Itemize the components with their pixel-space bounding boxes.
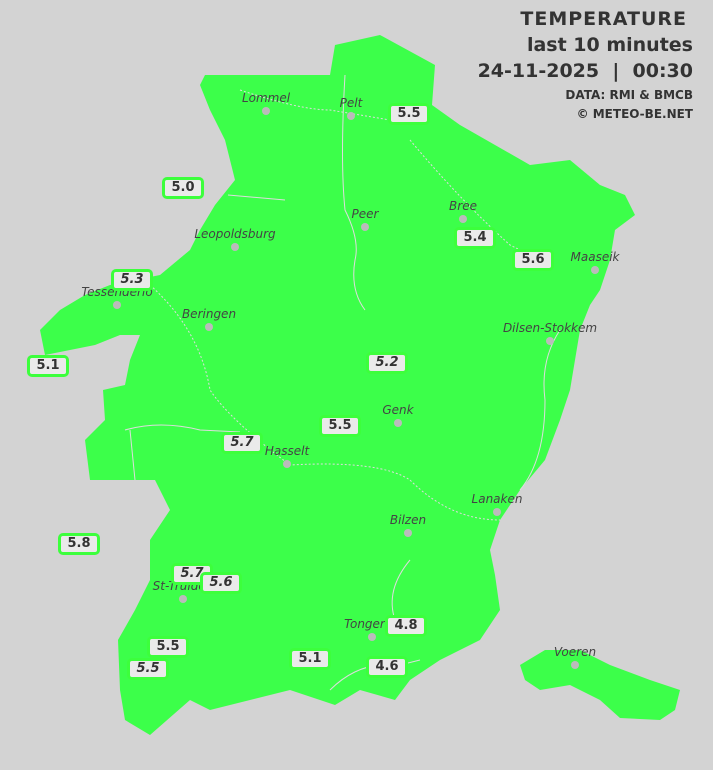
- city-label: Leopoldsburg: [194, 227, 276, 241]
- map-title: TEMPERATURE: [520, 8, 687, 30]
- city-label: Pelt: [339, 96, 363, 110]
- city-dot: [361, 223, 369, 231]
- city-dot: [546, 337, 554, 345]
- data-source: DATA: RMI & BMCB: [565, 88, 693, 102]
- city-dot: [262, 107, 270, 115]
- temperature-station-label[interactable]: 5.6: [200, 572, 242, 594]
- city-dot: [394, 419, 402, 427]
- map-subtitle: last 10 minutes: [526, 34, 693, 56]
- voeren-exclave: [520, 650, 680, 720]
- city-dot: [205, 323, 213, 331]
- city-label: Lommel: [241, 91, 291, 105]
- city-dot: [591, 266, 599, 274]
- temperature-station-label[interactable]: 5.5: [319, 415, 361, 437]
- temperature-station-label[interactable]: 5.3: [111, 269, 153, 291]
- city-dot: [231, 243, 239, 251]
- city-dot: [113, 301, 121, 309]
- city-dot: [368, 633, 376, 641]
- temperature-station-label[interactable]: 5.2: [366, 352, 408, 374]
- temperature-station-label[interactable]: 5.4: [454, 227, 496, 249]
- city-label: Dilsen-Stokkem: [502, 321, 598, 335]
- city-label: Lanaken: [471, 492, 523, 506]
- temperature-station-label[interactable]: 4.6: [366, 656, 408, 678]
- city-dot: [571, 661, 579, 669]
- temperature-station-label[interactable]: 5.5: [147, 636, 189, 658]
- city-dot: [347, 112, 355, 120]
- city-label: Hasselt: [264, 444, 310, 458]
- temperature-station-label[interactable]: 5.7: [221, 432, 263, 454]
- city-dot: [493, 508, 501, 516]
- city-label: Maaseik: [570, 250, 620, 264]
- city-label: Bree: [449, 199, 477, 213]
- city-dot: [404, 529, 412, 537]
- temperature-station-label[interactable]: 5.5: [388, 103, 430, 125]
- map-datetime: 24-11-2025 | 00:30: [477, 60, 693, 82]
- city-dot: [179, 595, 187, 603]
- temperature-station-label[interactable]: 4.8: [385, 615, 427, 637]
- temperature-station-label[interactable]: 5.1: [289, 648, 331, 670]
- copyright: © METEO-BE.NET: [576, 107, 693, 121]
- city-dot: [283, 460, 291, 468]
- city-label: Beringen: [181, 307, 237, 321]
- temperature-station-label[interactable]: 5.0: [162, 177, 204, 199]
- province-land: [40, 35, 635, 735]
- temperature-station-label[interactable]: 5.1: [27, 355, 69, 377]
- temperature-station-label[interactable]: 5.5: [127, 658, 169, 680]
- temperature-station-label[interactable]: 5.8: [58, 533, 100, 555]
- city-label: Genk: [382, 403, 414, 417]
- city-label: Bilzen: [389, 513, 427, 527]
- city-label: Peer: [351, 207, 379, 221]
- city-dot: [459, 215, 467, 223]
- temperature-station-label[interactable]: 5.6: [512, 249, 554, 271]
- city-label: Voeren: [553, 645, 597, 659]
